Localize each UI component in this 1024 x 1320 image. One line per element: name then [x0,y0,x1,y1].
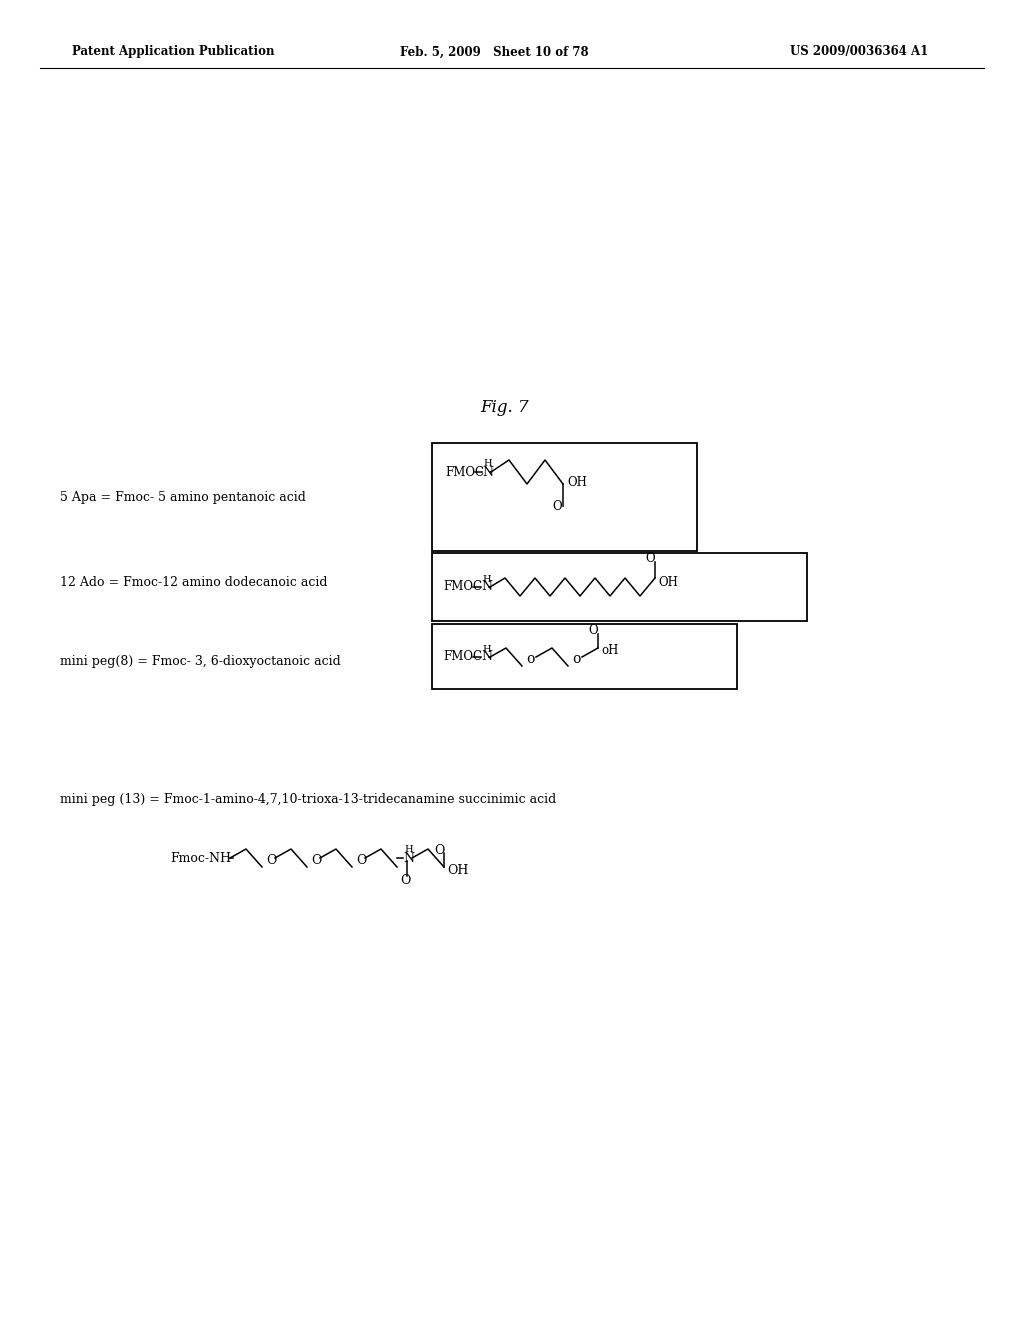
Text: o: o [526,652,535,667]
Text: FMOC: FMOC [445,466,484,479]
Text: OH: OH [447,863,468,876]
Text: N: N [482,466,493,479]
Text: N: N [403,851,414,865]
Text: OH: OH [658,576,678,589]
Text: H: H [482,644,490,653]
Text: O: O [434,843,444,857]
Text: o: o [572,652,581,667]
Text: Patent Application Publication: Patent Application Publication [72,45,274,58]
Text: OH: OH [567,477,587,490]
Bar [432,624,737,689]
Text: H: H [482,574,490,583]
Text: oH: oH [601,644,618,657]
Text: O: O [400,874,411,887]
Bar [432,444,697,550]
Text: 12 Ado = Fmoc-12 amino dodecanoic acid: 12 Ado = Fmoc-12 amino dodecanoic acid [60,577,328,590]
Text: Feb. 5, 2009   Sheet 10 of 78: Feb. 5, 2009 Sheet 10 of 78 [400,45,589,58]
Text: mini peg(8) = Fmoc- 3, 6-dioxyoctanoic acid: mini peg(8) = Fmoc- 3, 6-dioxyoctanoic a… [60,656,341,668]
Text: O: O [645,553,654,565]
Text: O: O [552,499,561,512]
Text: O: O [356,854,367,866]
Text: H: H [404,846,413,854]
Text: N: N [481,651,492,664]
Text: 5 Apa = Fmoc- 5 amino pentanoic acid: 5 Apa = Fmoc- 5 amino pentanoic acid [60,491,306,504]
Text: mini peg (13) = Fmoc-1-amino-4,7,10-trioxa-13-tridecanamine succinimic acid: mini peg (13) = Fmoc-1-amino-4,7,10-trio… [60,793,556,807]
Text: O: O [266,854,276,866]
Text: Fig. 7: Fig. 7 [480,400,529,417]
Text: Fmoc-NH: Fmoc-NH [170,851,231,865]
Text: N: N [481,581,492,594]
Text: FMOC: FMOC [443,581,482,594]
Bar [432,553,807,620]
Text: H: H [483,459,492,469]
Text: US 2009/0036364 A1: US 2009/0036364 A1 [790,45,928,58]
Text: FMOC: FMOC [443,651,482,664]
Text: O: O [588,624,598,638]
Text: O: O [311,854,322,866]
